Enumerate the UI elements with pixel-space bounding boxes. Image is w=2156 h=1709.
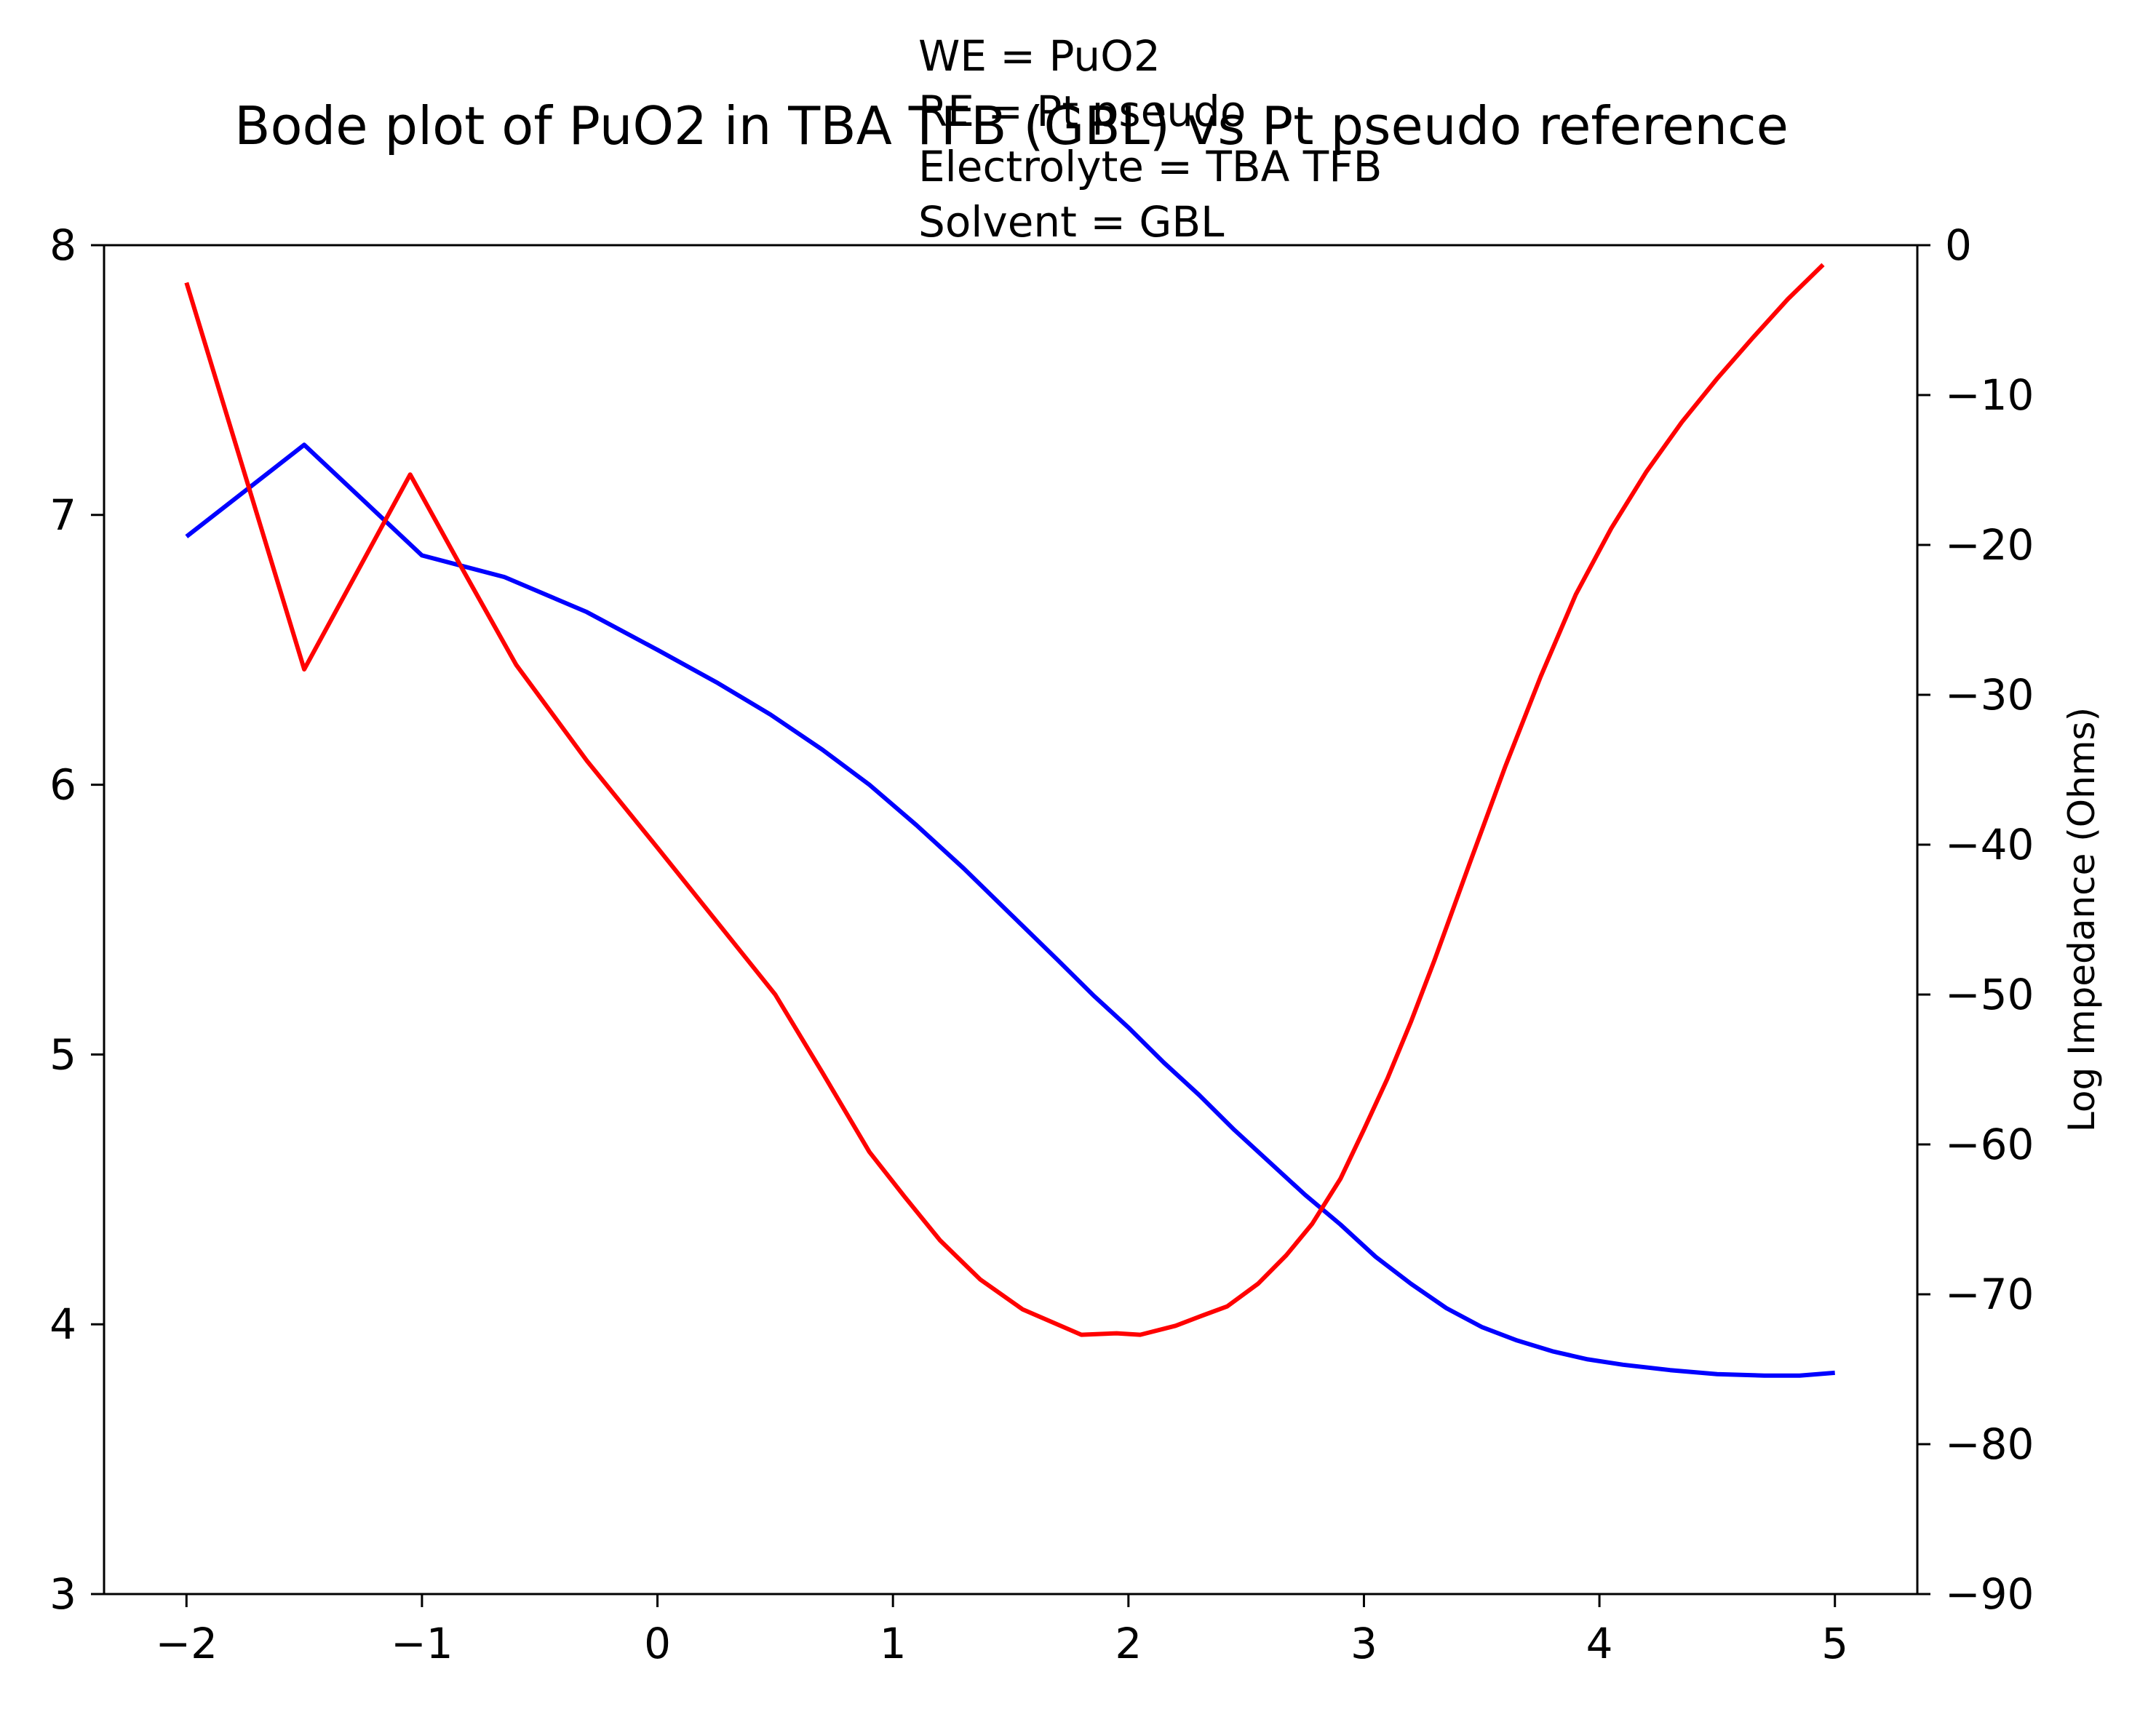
y-left-tick-label: 5: [49, 1029, 76, 1079]
y-left-tick-label: 6: [49, 760, 76, 810]
x-tick-label: 4: [1586, 1619, 1613, 1668]
x-axis: −2 −1 0 1 2 3 4 5: [156, 1594, 1848, 1668]
annotation-line-re: RE = Pt pseudo: [918, 87, 1246, 136]
x-tick-label: 5: [1821, 1619, 1848, 1668]
y-axis-left: 3 4 5 6 7 8: [49, 220, 104, 1619]
annotation-line-electrolyte: Electrolyte = TBA TFB: [918, 142, 1382, 191]
annotation-block: WE = PuO2 RE = Pt pseudo Electrolyte = T…: [918, 31, 1382, 247]
series-line-red: [184, 263, 1825, 1337]
y-right-tick-label: −10: [1945, 370, 2034, 420]
y-right-tick-label: −90: [1945, 1569, 2034, 1619]
y-right-tick-label: −40: [1945, 820, 2034, 869]
y-right-tick-label: −70: [1945, 1270, 2034, 1319]
x-tick-label: 3: [1351, 1619, 1377, 1668]
plot-frame: [103, 244, 1919, 1596]
x-tick-label: 0: [644, 1619, 671, 1668]
y-left-tick-label: 3: [49, 1569, 76, 1619]
series-layer: [184, 263, 1835, 1378]
y-axis-right: 0 −10 −20 −30 −40 −50 −60 −70 −80 −90: [1917, 220, 2034, 1619]
annotation-line-solvent: Solvent = GBL: [918, 197, 1224, 247]
y-right-tick-label: −80: [1945, 1419, 2034, 1469]
y-right-tick-label: −20: [1945, 520, 2034, 570]
y-right-tick-label: −60: [1945, 1120, 2034, 1169]
y-left-tick-label: 4: [49, 1299, 76, 1349]
y-axis-right-label: Log Impedance (Ohms): [2061, 707, 2103, 1132]
y-right-tick-label: −50: [1945, 970, 2034, 1019]
y-right-tick-label: −30: [1945, 670, 2034, 720]
x-tick-label: 2: [1115, 1619, 1142, 1668]
y-left-tick-label: 8: [49, 220, 76, 270]
x-tick-label: −1: [391, 1619, 453, 1668]
x-tick-label: 1: [880, 1619, 907, 1668]
x-tick-label: −2: [156, 1619, 218, 1668]
y-left-tick-label: 7: [49, 490, 76, 540]
y-right-tick-label: 0: [1945, 220, 1972, 270]
chart-title: Bode plot of PuO2 in TBA TFB (GBL) vs Pt…: [234, 95, 1789, 156]
series-line-blue: [185, 442, 1835, 1378]
annotation-line-we: WE = PuO2: [918, 31, 1161, 81]
